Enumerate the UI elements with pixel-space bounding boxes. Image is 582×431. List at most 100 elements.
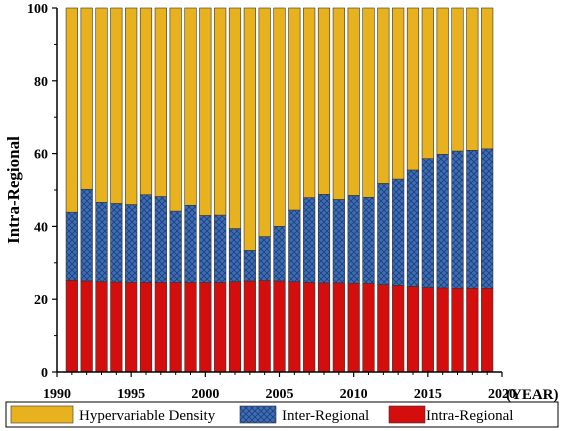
bar-intra-regional-2011: [362, 283, 375, 373]
bar-hypervariable-density-2019: [481, 7, 494, 150]
bar-intra-regional-1999: [184, 282, 197, 373]
bar-hypervariable-density-1995: [125, 7, 138, 205]
bar-hypervariable-density-2003: [243, 7, 256, 251]
bar-inter-regional-1994: [110, 203, 123, 283]
bar-intra-regional-1998: [169, 282, 182, 373]
bar-intra-regional-2014: [406, 286, 420, 373]
bar-intra-regional-2002: [228, 281, 242, 373]
bar-hypervariable-density-1998: [169, 7, 182, 212]
x-tick-label-2020: 2020: [488, 387, 516, 402]
bar-intra-regional-2010: [347, 282, 360, 373]
bar-intra-regional-1994: [110, 281, 123, 373]
y-tick-label-100: 100: [27, 2, 48, 17]
bar-inter-regional-2005: [273, 226, 286, 282]
bar-intra-regional-2009: [332, 282, 345, 373]
bar-inter-regional-2011: [362, 196, 375, 284]
legend-label-hypervariable-density: Hypervariable Density: [79, 408, 216, 424]
bar-inter-regional-2001: [214, 214, 227, 283]
bar-inter-regional-1991: [65, 211, 78, 281]
axes-group: [52, 7, 503, 377]
legend-swatch-hypervariable-density: [10, 405, 74, 424]
bar-inter-regional-2009: [332, 199, 345, 284]
bar-intra-regional-2018: [466, 287, 479, 373]
bar-inter-regional-2002: [228, 228, 242, 283]
bar-intra-regional-2016: [436, 287, 449, 373]
bar-hypervariable-density-2009: [332, 7, 345, 200]
bar-hypervariable-density-2007: [303, 7, 316, 198]
bar-hypervariable-density-2008: [317, 7, 331, 195]
bar-hypervariable-density-2000: [199, 7, 212, 216]
y-tick-label-60: 60: [34, 148, 48, 163]
bar-hypervariable-density-2014: [406, 7, 420, 171]
y-tick-label-80: 80: [34, 75, 48, 90]
legend-label-intra-regional: Intra-Regional: [426, 408, 513, 424]
bar-intra-regional-2007: [303, 282, 316, 373]
bar-hypervariable-density-2004: [258, 7, 271, 237]
tick-labels-group: 1990 1995 2000 2005 2010 2015 2020 0 20 40 60 80 100: [27, 2, 516, 402]
x-tick-label-1995: 1995: [117, 387, 145, 402]
bar-inter-regional-2003: [243, 250, 256, 282]
bar-hypervariable-density-2013: [392, 7, 405, 180]
legend: Hypervariable Density Inter-Regional Intra…: [5, 401, 559, 428]
bar-hypervariable-density-1991: [65, 7, 78, 213]
bar-hypervariable-density-1996: [139, 7, 153, 196]
y-tick-label-40: 40: [34, 220, 48, 235]
bar-intra-regional-2006: [288, 281, 301, 373]
bar-inter-regional-2004: [258, 236, 271, 281]
bar-intra-regional-2019: [481, 287, 494, 373]
bar-inter-regional-2000: [199, 215, 212, 283]
bar-hypervariable-density-2002: [228, 7, 242, 229]
bar-inter-regional-2008: [317, 194, 331, 284]
bar-inter-regional-1996: [139, 194, 153, 283]
bars-group: [65, 7, 494, 373]
bar-inter-regional-2010: [347, 195, 360, 284]
bar-intra-regional-2012: [377, 284, 390, 373]
x-tick-label-2015: 2015: [414, 387, 442, 402]
bar-hypervariable-density-2012: [377, 7, 390, 184]
bar-inter-regional-2014: [406, 169, 420, 287]
x-tick-label-2010: 2010: [340, 387, 368, 402]
bar-inter-regional-1992: [80, 188, 93, 282]
bar-inter-regional-2017: [451, 150, 464, 289]
bar-inter-regional-2012: [377, 183, 390, 285]
legend-swatch-inter-regional: [239, 405, 277, 424]
bar-intra-regional-2017: [451, 287, 464, 373]
bar-inter-regional-1999: [184, 204, 197, 283]
bar-hypervariable-density-2006: [288, 7, 301, 211]
bar-intra-regional-2001: [214, 282, 227, 373]
bar-inter-regional-2015: [421, 158, 434, 288]
bar-hypervariable-density-1993: [95, 7, 108, 203]
bar-intra-regional-1997: [154, 282, 167, 373]
x-tick-label-1990: 1990: [43, 387, 71, 402]
bar-hypervariable-density-2001: [214, 7, 227, 216]
bar-inter-regional-2006: [288, 209, 301, 283]
bar-inter-regional-1998: [169, 210, 182, 283]
bar-intra-regional-1992: [80, 280, 93, 373]
bar-inter-regional-2016: [436, 154, 449, 289]
bar-hypervariable-density-1999: [184, 7, 197, 206]
bar-intra-regional-1991: [65, 279, 78, 373]
bar-inter-regional-1997: [154, 196, 167, 283]
bar-hypervariable-density-1997: [154, 7, 167, 197]
bar-inter-regional-1993: [95, 202, 108, 283]
bar-intra-regional-2008: [317, 282, 331, 373]
bar-intra-regional-2000: [199, 282, 212, 373]
bar-intra-regional-2015: [421, 287, 434, 373]
bar-intra-regional-2005: [273, 280, 286, 373]
bar-inter-regional-2013: [392, 178, 405, 286]
x-axis-unit-label: (YEAR): [506, 387, 559, 403]
y-tick-label-20: 20: [34, 293, 48, 308]
bar-inter-regional-1995: [125, 204, 138, 283]
y-axis-title: Intra-Regional: [4, 136, 23, 244]
bar-hypervariable-density-2005: [273, 7, 286, 227]
bar-intra-regional-2013: [392, 285, 405, 373]
legend-swatch-intra-regional: [388, 405, 426, 424]
bar-intra-regional-1996: [139, 282, 153, 373]
bar-hypervariable-density-2015: [421, 7, 434, 159]
bar-hypervariable-density-2016: [436, 7, 449, 155]
bar-inter-regional-2007: [303, 197, 316, 283]
bar-inter-regional-2019: [481, 148, 494, 289]
bar-intra-regional-1993: [95, 281, 108, 373]
bar-hypervariable-density-1992: [80, 7, 93, 190]
bar-intra-regional-1995: [125, 282, 138, 373]
